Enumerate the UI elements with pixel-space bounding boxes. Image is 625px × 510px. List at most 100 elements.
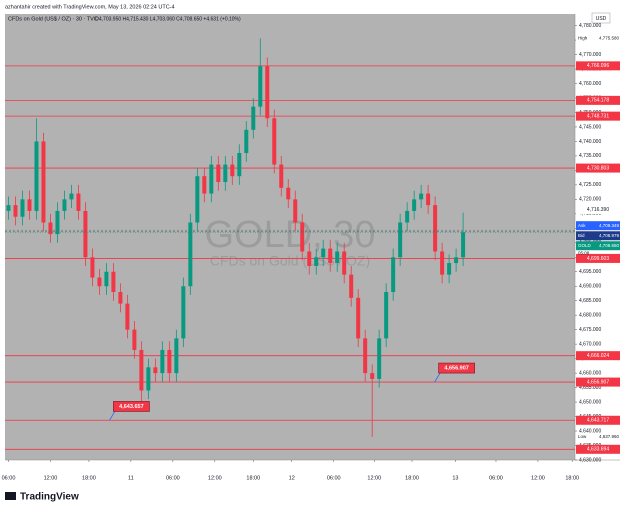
x-tick-label: 06:00 [2,475,16,481]
bid-name: Bid [578,233,585,238]
candle-body [363,338,368,374]
marker-label: 4,716.390 [587,207,609,213]
y-tick-label: 4,740.000 [579,139,601,145]
candle-body [118,292,123,304]
last-name: GOLD [578,243,592,248]
level-tag [576,95,620,105]
candle-body [454,257,459,264]
candle-body [97,277,102,287]
candle-body [223,164,228,182]
level-tag-label: 4,699.603 [587,256,609,262]
candle-body [328,248,333,264]
y-tick-label: 4,660.000 [579,370,601,376]
candle-body [27,199,32,211]
candle-body [286,187,291,200]
candle-body [433,205,438,252]
ask-value: 4,709.349 [599,223,620,228]
candle-body [321,248,326,258]
callout-box [438,362,475,374]
low-tag [576,432,620,442]
x-tick-label: 12:00 [367,475,381,481]
x-tick-label: 12 [289,475,295,481]
logo [5,492,16,500]
high-value: 4,775.580 [599,36,620,41]
candle-body [76,193,81,211]
header: azhantahir created with TradingView.com,… [5,4,175,10]
candle-body [104,271,109,287]
x-tick-label: 06:00 [327,475,341,481]
candle-body [13,205,18,217]
footer: TradingView [20,492,79,503]
candle-body [377,338,382,379]
candle-body [307,251,312,266]
candle-body [111,271,116,293]
candle-body [265,66,270,119]
candle-body [356,297,361,339]
low-name: Low [578,434,587,439]
candle-body [370,373,375,379]
ask-tag [576,221,620,231]
x-tick-label: 18:00 [246,475,260,481]
ohlc: O4,703.950 H4,715.430 L4,703.060 C4,708.… [95,16,241,22]
countdown: 05:08 [578,250,590,255]
y-tick-label: 4,680.000 [579,313,601,319]
y-tick-label: 4,770.000 [579,52,601,58]
callout-pointer [434,371,441,383]
level-tag [576,444,620,454]
candle-body [125,303,130,330]
level-tag-label: 4,754.178 [587,98,609,104]
candle-body [153,367,158,374]
candle-body [251,106,256,130]
level-tag-label: 4,766.096 [587,63,609,69]
candle-body [237,153,242,177]
marker-tag [576,205,620,215]
callout-box [113,401,150,412]
candle-body [181,286,186,339]
candle-body [62,199,67,211]
x-tick-label: 06:00 [166,475,180,481]
high-tag [576,33,620,43]
y-tick-label: 4,745.000 [579,124,601,130]
y-tick-label: 4,640.000 [579,428,601,434]
candle-body [279,164,284,188]
x-tick-label: 12:00 [44,475,58,481]
watermark: GOLD, 30 [204,214,375,256]
candle-body [447,263,452,275]
candle-body [139,349,144,391]
candle-body [426,193,431,206]
candle-body [160,349,165,374]
y-tick-label: 4,670.000 [579,341,601,347]
y-tick-label: 4,690.000 [579,284,601,290]
candle-body [6,205,11,211]
x-tick-label: 18:00 [82,475,96,481]
x-tick-label: 18:00 [565,475,579,481]
level-tag-label: 4,666.024 [587,353,609,359]
candle-body [41,141,46,223]
candle-body [461,232,466,258]
symbol: CFDs on Gold (US$ / OZ) · 30 · TVC [8,16,98,22]
candle-body [83,210,88,258]
currency-box[interactable] [591,12,611,24]
candle-body [132,329,137,350]
candle-body [216,164,221,182]
last-value: 4,708.650 [599,243,620,248]
y-tick-label: 4,630.000 [579,457,601,463]
y-tick-label: 4,735.000 [579,153,601,159]
candle-body [384,292,389,339]
candle-body [55,210,60,235]
candle-body [440,251,445,275]
y-tick-label: 4,720.000 [579,197,601,203]
callout-label: 4,643.657 [119,404,143,410]
candle-body [405,210,410,223]
candle-body [195,176,200,223]
candle-body [146,367,151,391]
x-tick-label: 12:00 [531,475,545,481]
candle-body [69,193,74,200]
level-tag [576,61,620,71]
level-tag-label: 4,730.803 [587,165,609,171]
candle-body [300,222,305,252]
candle-body [412,199,417,211]
candle-body [48,222,53,235]
level-tag [576,111,620,121]
